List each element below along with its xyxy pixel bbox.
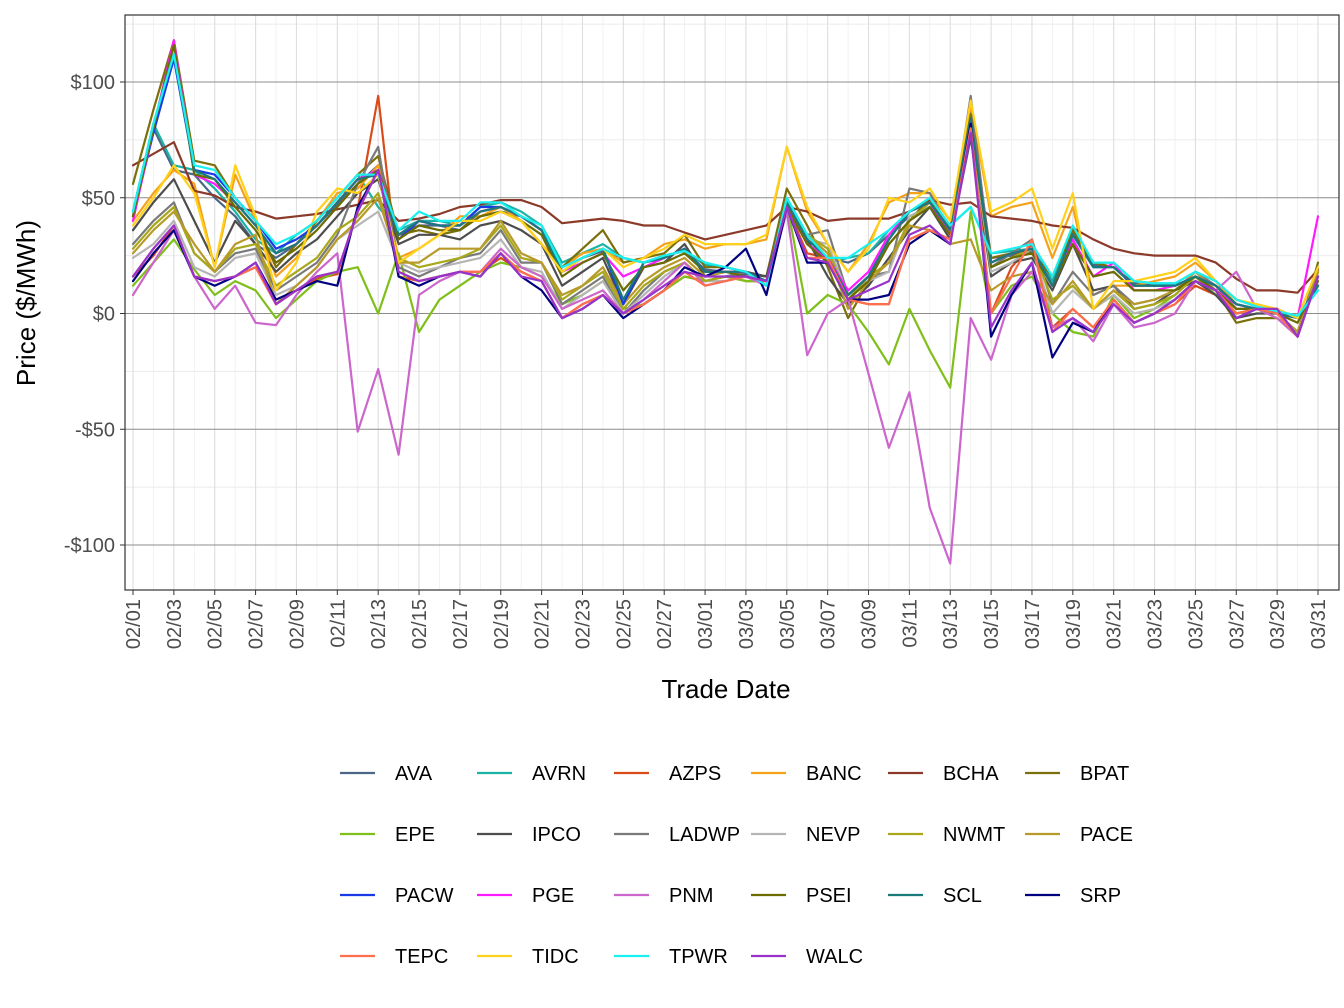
legend-label-nevp: NEVP	[806, 824, 860, 846]
x-tick-label: 02/27	[654, 599, 676, 649]
series-lines	[131, 39, 1320, 565]
x-tick-label: 02/25	[613, 599, 635, 649]
x-tick-label: 03/19	[1063, 599, 1085, 649]
x-tick-label: 02/03	[164, 599, 186, 649]
legend-label-nwmt: NWMT	[943, 824, 1005, 846]
x-tick-label: 03/21	[1104, 599, 1126, 649]
x-tick-label: 03/29	[1267, 599, 1289, 649]
y-axis-title: Price ($/MWh)	[11, 220, 41, 386]
x-axis: 02/01 02/03 02/05 02/07 02/09 02/11 02/13 02/15…	[123, 590, 1330, 649]
legend-label-pge: PGE	[532, 885, 574, 907]
series-line-tpwr	[131, 53, 1320, 317]
y-axis: $100 $50 $0 -$50 -$100	[64, 72, 125, 557]
x-axis-title: Trade Date	[661, 674, 790, 704]
x-tick-label: 03/31	[1308, 599, 1330, 649]
y-tick-label: $100	[71, 72, 116, 94]
x-tick-label: 02/11	[327, 599, 349, 648]
legend-label-tpwr: TPWR	[669, 946, 728, 968]
legend-label-scl: SCL	[943, 885, 982, 907]
x-tick-label: 02/01	[123, 599, 145, 649]
legend-label-bcha: BCHA	[943, 763, 999, 785]
legend-label-psei: PSEI	[806, 885, 852, 907]
x-tick-label: 02/15	[409, 599, 431, 649]
x-tick-label: 03/13	[940, 599, 962, 649]
x-tick-label: 02/23	[572, 599, 594, 649]
x-tick-label: 02/19	[491, 599, 513, 649]
x-tick-label: 03/01	[695, 599, 717, 649]
legend-label-srp: SRP	[1080, 885, 1121, 907]
y-tick-label: $0	[93, 304, 115, 326]
x-tick-label: 03/15	[981, 599, 1003, 649]
y-tick-label: -$50	[75, 419, 115, 441]
x-tick-label: 03/27	[1226, 599, 1248, 649]
x-tick-label: 02/13	[368, 599, 390, 649]
legend-label-ladwp: LADWP	[669, 824, 740, 846]
legend-label-pace: PACE	[1080, 824, 1133, 846]
x-tick-label: 03/25	[1185, 599, 1207, 649]
x-tick-label: 03/07	[818, 599, 840, 649]
legend-label-avrn: AVRN	[532, 763, 586, 785]
legend-label-banc: BANC	[806, 763, 862, 785]
x-tick-label: 03/09	[859, 599, 881, 649]
x-tick-label: 02/09	[286, 599, 308, 649]
legend-label-ava: AVA	[395, 763, 433, 785]
y-tick-label: $50	[82, 188, 115, 210]
y-tick-label: -$100	[64, 535, 115, 557]
x-tick-label: 03/03	[736, 599, 758, 649]
major-gridlines	[125, 15, 1339, 590]
legend-label-pnm: PNM	[669, 885, 713, 907]
legend-label-tidc: TIDC	[532, 946, 579, 968]
x-tick-label: 02/21	[532, 599, 554, 649]
legend-label-walc: WALC	[806, 946, 863, 968]
x-tick-label: 02/05	[205, 599, 227, 649]
x-tick-label: 02/17	[450, 599, 472, 649]
legend: AVA AVRN AZPS BANC BCHA BPAT EPE IPCO LADWP NEVP N…	[340, 763, 1133, 968]
x-tick-label: 03/11	[899, 599, 921, 648]
legend-label-pacw: PACW	[395, 885, 454, 907]
x-tick-label: 03/05	[777, 599, 799, 649]
series-line-walc	[131, 131, 1320, 338]
x-tick-label: 02/07	[246, 599, 268, 649]
legend-label-epe: EPE	[395, 824, 435, 846]
x-tick-label: 03/17	[1022, 599, 1044, 649]
legend-label-azps: AZPS	[669, 763, 721, 785]
legend-label-ipco: IPCO	[532, 824, 581, 846]
series-line-tidc	[131, 99, 1320, 320]
plot-panel-border	[124, 14, 1340, 591]
legend-label-tepc: TEPC	[395, 946, 448, 968]
legend-label-bpat: BPAT	[1080, 763, 1129, 785]
series-line-scl	[131, 53, 1320, 320]
x-tick-label: 03/23	[1145, 599, 1167, 649]
